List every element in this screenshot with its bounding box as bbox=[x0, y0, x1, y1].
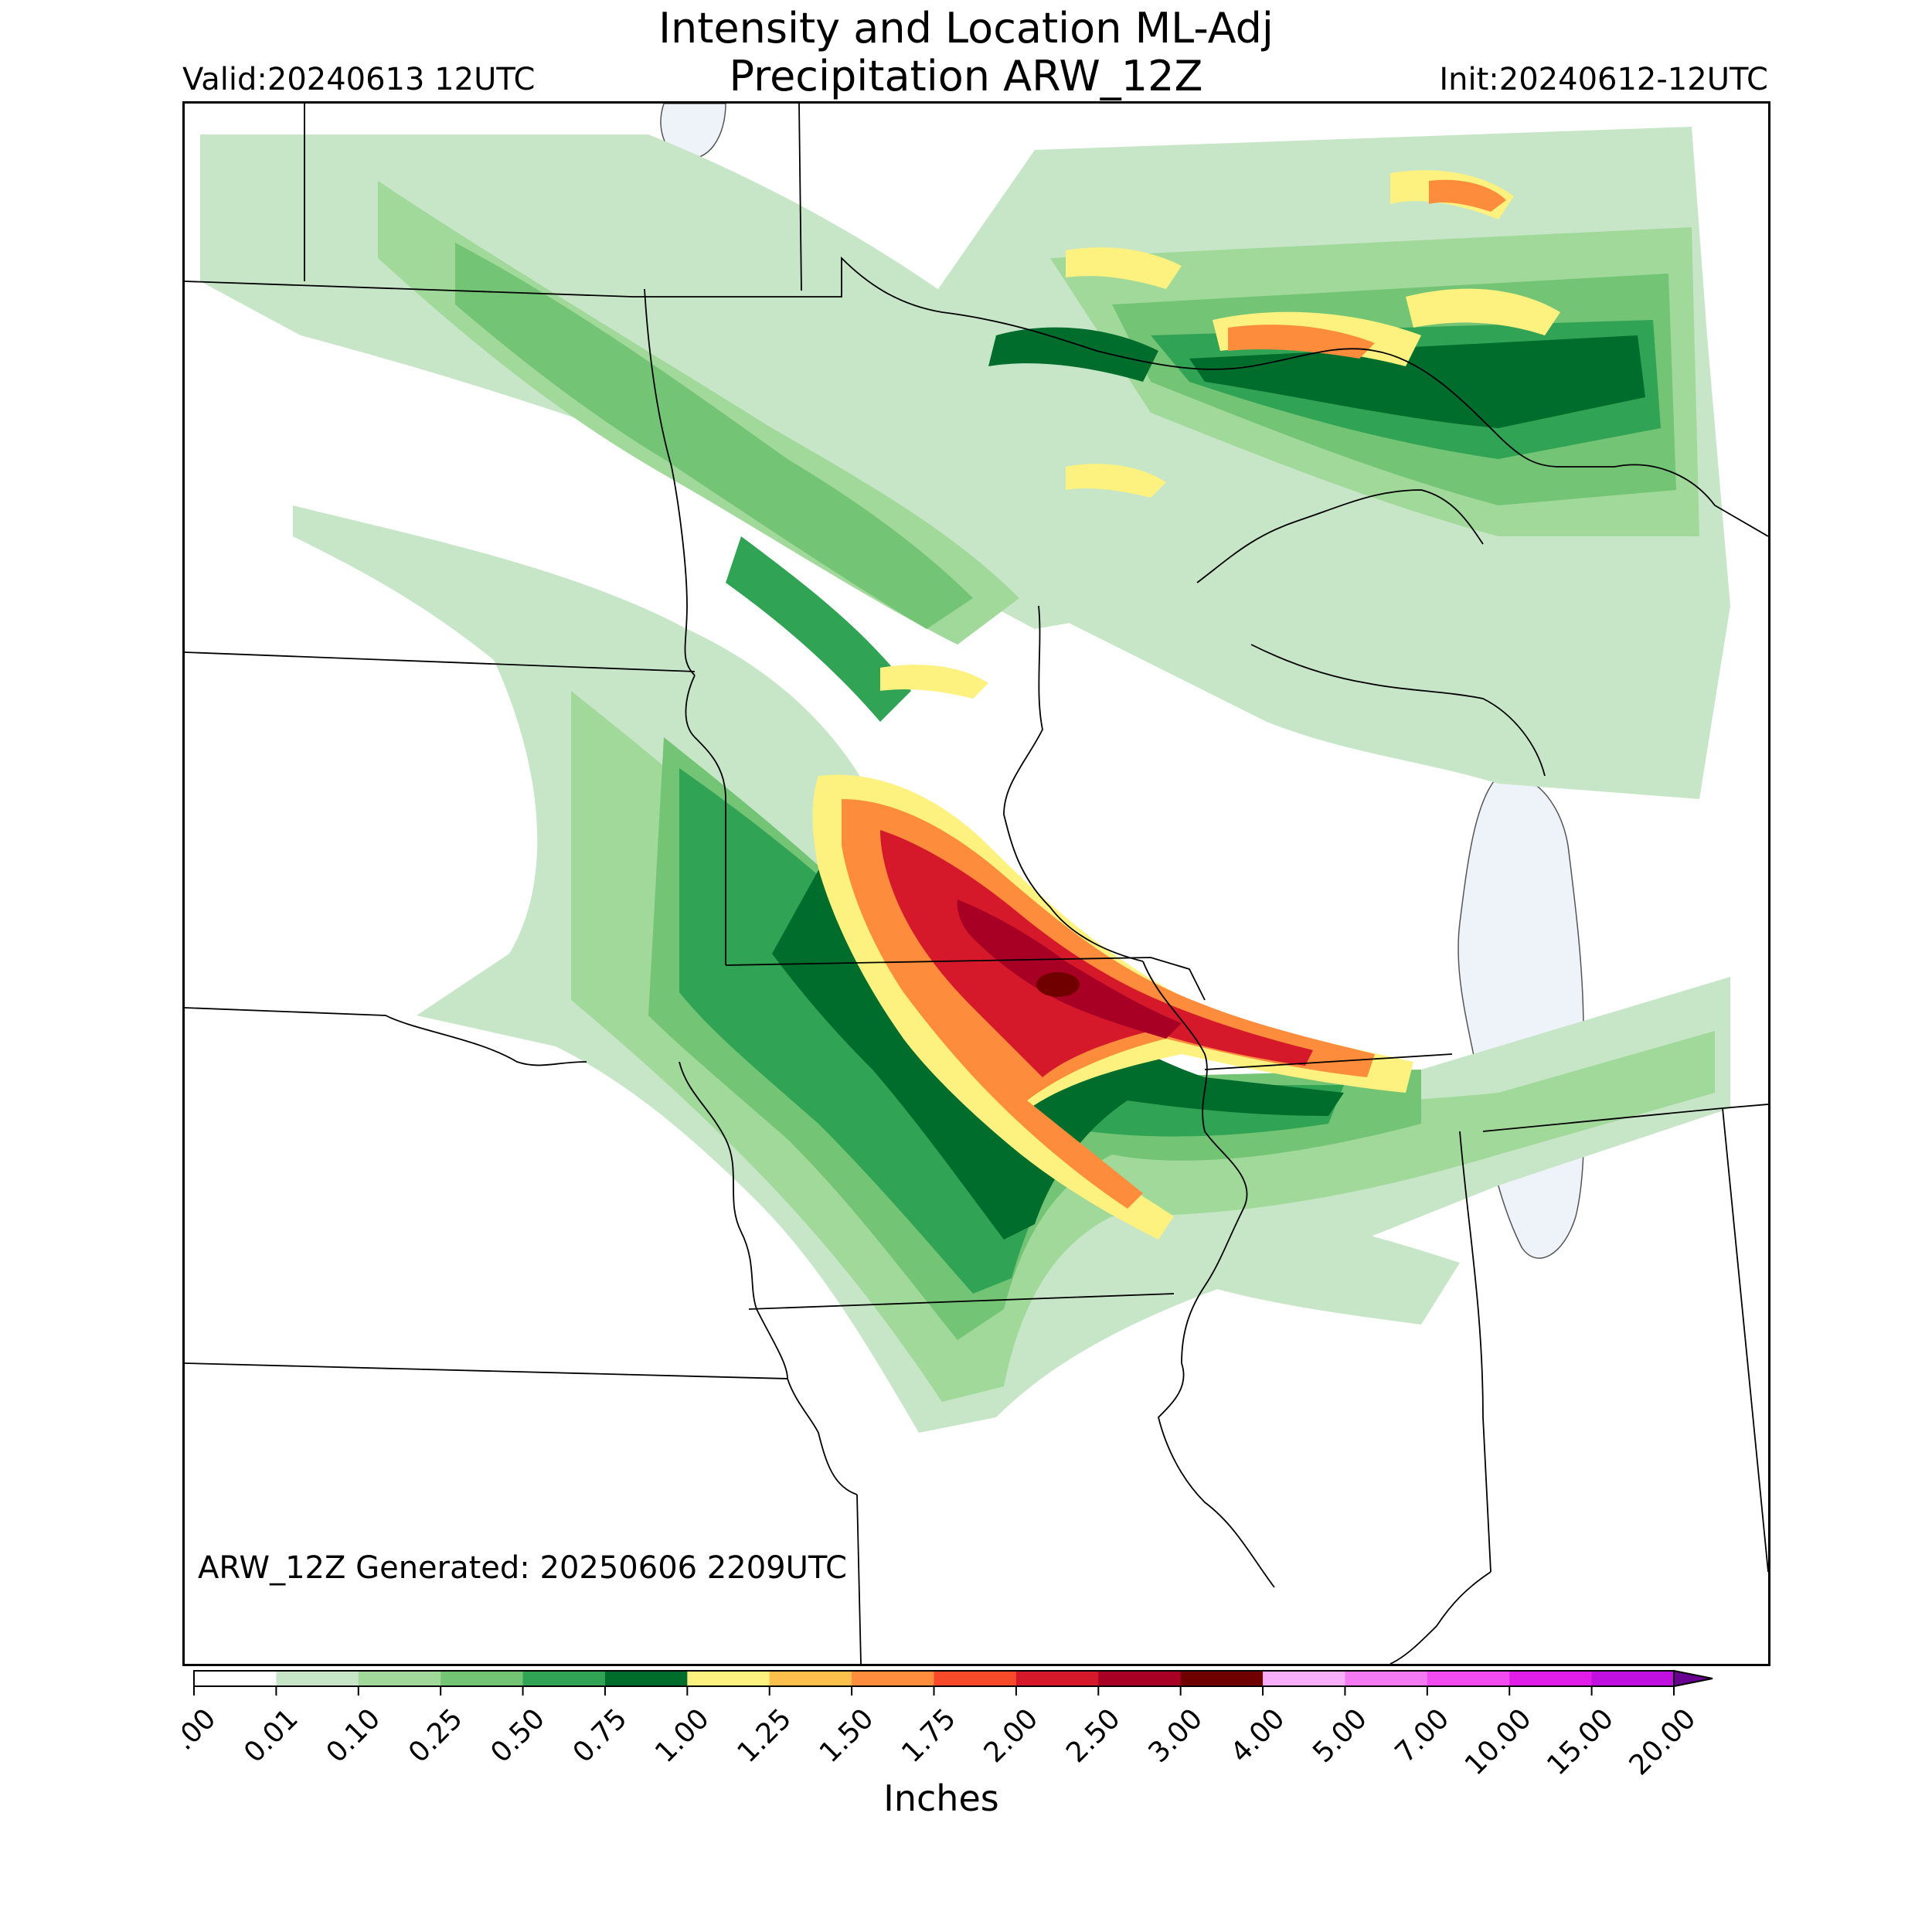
map-title-line1: Intensity and Location ML-Adj bbox=[658, 4, 1274, 53]
colorbar-tick-label: 4.00 bbox=[1225, 1702, 1291, 1769]
colorbar-cell bbox=[522, 1671, 606, 1686]
colorbar-cell bbox=[852, 1671, 934, 1686]
mi-wi-border bbox=[1196, 489, 1484, 583]
colorbar-tick-label: 0.25 bbox=[403, 1702, 469, 1769]
ks-mo-border bbox=[856, 1494, 862, 1664]
colorbar-ticks: 0.00 0.01 0.10 0.25 0.50 0.75 1.00 1.25 1.50 1.75… bbox=[182, 1686, 1702, 1777]
ia-mo-border bbox=[748, 1293, 1175, 1310]
colorbar-cell bbox=[276, 1671, 359, 1686]
valid-time-label: Valid:20240613 12UTC bbox=[182, 62, 536, 97]
colorbar-tick-label: 1.25 bbox=[732, 1702, 798, 1769]
colorbar-cell bbox=[1180, 1671, 1264, 1686]
mi-upper-shore bbox=[1250, 644, 1546, 777]
colorbar-cell bbox=[440, 1671, 524, 1686]
colorbar-tick-label: 5.00 bbox=[1307, 1702, 1373, 1769]
colorbar-tick-label: 0.01 bbox=[238, 1702, 304, 1769]
precipitation-map bbox=[182, 101, 1770, 1666]
colorbar-cell bbox=[1263, 1671, 1345, 1686]
wi-il-border bbox=[1204, 1053, 1453, 1070]
map-canvas bbox=[185, 104, 1768, 1664]
colorbar-tick-label: 20.00 bbox=[1624, 1702, 1702, 1777]
colorbar-cell bbox=[769, 1671, 852, 1686]
colorbar-tick-label: 1.50 bbox=[814, 1702, 880, 1769]
colorbar-cell bbox=[1509, 1671, 1593, 1686]
colorbar-tick-label: 15.00 bbox=[1541, 1702, 1620, 1777]
colorbar-cell bbox=[687, 1671, 770, 1686]
colorbar-cell bbox=[1015, 1671, 1099, 1686]
colorbar-extend-arrow bbox=[1673, 1669, 1713, 1688]
colorbar-cell bbox=[194, 1671, 277, 1686]
colorbar-tick-label: 0.50 bbox=[485, 1702, 551, 1769]
canada-internal-border-2 bbox=[798, 104, 802, 291]
colorbar-cell bbox=[604, 1671, 688, 1686]
in-oh-border bbox=[1722, 1107, 1768, 1573]
nd-mn-border bbox=[644, 288, 696, 676]
mn-wi-border bbox=[1003, 605, 1144, 962]
canada-us-border bbox=[185, 256, 1768, 537]
generation-note: ARW_12Z Generated: 20250606 2209UTC bbox=[198, 1550, 847, 1586]
il-in-border bbox=[1459, 1131, 1492, 1573]
sd-ia-border bbox=[725, 957, 1206, 1001]
political-boundaries bbox=[185, 104, 1768, 1664]
colorbar-tick-label: 10.00 bbox=[1459, 1702, 1538, 1777]
colorbar-cell bbox=[1345, 1671, 1428, 1686]
colorbar-cell bbox=[934, 1671, 1017, 1686]
ne-ks-border bbox=[185, 1362, 788, 1379]
mo-il-southern-border bbox=[1389, 1571, 1492, 1664]
colorbar-cell bbox=[1427, 1671, 1510, 1686]
colorbar-cell bbox=[1591, 1671, 1675, 1686]
mississippi-river-border bbox=[1142, 961, 1275, 1588]
sd-ne-border bbox=[185, 1007, 587, 1066]
colorbar-tick-label: 1.75 bbox=[896, 1702, 962, 1769]
colorbar-tick-label: 1.00 bbox=[649, 1702, 716, 1769]
map-title-line2: Precipitation ARW_12Z bbox=[729, 52, 1203, 100]
colorbar: 0.00 0.01 0.10 0.25 0.50 0.75 1.00 1.25 1.50 1.75… bbox=[182, 1669, 1713, 1777]
colorbar-tick-label: 0.75 bbox=[567, 1702, 634, 1769]
sd-mn-border bbox=[685, 675, 726, 965]
ne-ia-border bbox=[679, 1061, 858, 1495]
init-time-label: Init:20240612-12UTC bbox=[1439, 62, 1768, 97]
colorbar-cell bbox=[1098, 1671, 1182, 1686]
colorbar-tick-label: 7.00 bbox=[1389, 1702, 1456, 1769]
colorbar-unit-label: Inches bbox=[883, 1777, 999, 1819]
precipitation-field bbox=[200, 127, 1730, 1433]
colorbar-tick-label: 2.50 bbox=[1060, 1702, 1127, 1769]
colorbar-cells bbox=[194, 1671, 1675, 1686]
colorbar-tick-label: 2.00 bbox=[978, 1702, 1045, 1769]
colorbar-tick-label: 0.10 bbox=[321, 1702, 387, 1769]
nd-sd-border bbox=[185, 651, 696, 672]
colorbar-tick-label: 0.00 bbox=[182, 1702, 222, 1769]
colorbar-tick-label: 3.00 bbox=[1142, 1702, 1209, 1769]
colorbar-cell bbox=[358, 1671, 441, 1686]
